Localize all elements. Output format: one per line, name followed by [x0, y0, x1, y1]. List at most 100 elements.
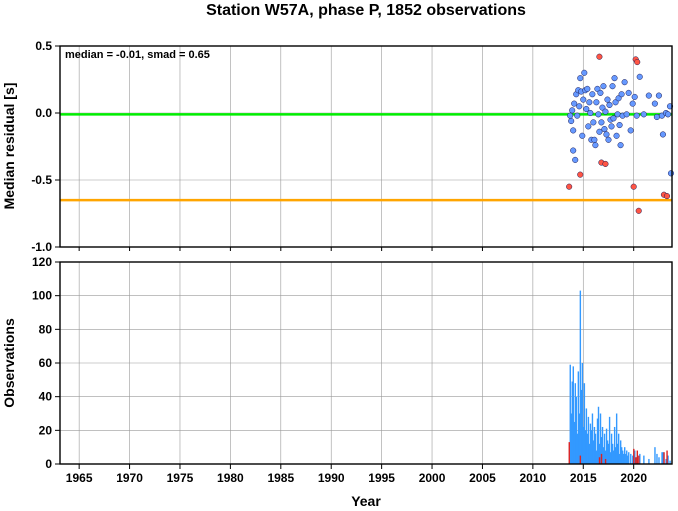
scatter-point — [645, 92, 652, 99]
bottom-y-tick-label: 20 — [39, 423, 53, 437]
scatter-point — [663, 193, 671, 200]
scatter-point — [596, 128, 603, 135]
bottom-y-axis-label: Observations — [1, 318, 17, 408]
histogram-bar — [598, 443, 601, 464]
histogram-bar — [590, 430, 593, 464]
x-tick-label: 1970 — [116, 471, 143, 485]
histogram-bar — [594, 433, 597, 464]
scatter-point — [630, 183, 637, 190]
histogram-bar — [627, 455, 629, 464]
scatter-point — [595, 111, 602, 118]
histogram-bar — [600, 453, 603, 464]
x-tick-label: 1985 — [267, 471, 294, 485]
histogram-bar — [570, 413, 572, 464]
histogram-bar — [639, 453, 641, 464]
scatter-point — [602, 160, 609, 167]
scatter-point — [570, 147, 577, 154]
top-annotation: median = -0.01, smad = 0.65 — [65, 49, 210, 61]
top-panel-frame — [59, 45, 673, 248]
chart-title: Station W57A, phase P, 1852 observations — [206, 2, 526, 19]
histogram-bar — [569, 364, 571, 464]
scatter-point — [623, 111, 630, 118]
histogram-bar — [584, 430, 587, 464]
x-tick-label: 2020 — [620, 471, 647, 485]
x-tick-label: 1990 — [318, 471, 345, 485]
x-tick-label: 2005 — [469, 471, 496, 485]
scatter-point — [577, 171, 584, 178]
histogram-bar — [661, 452, 663, 464]
bottom-y-tick-label: 60 — [39, 356, 53, 370]
scatter-point — [571, 100, 578, 107]
scatter-point — [615, 95, 622, 102]
histogram-bar — [630, 453, 632, 464]
scatter-point — [570, 127, 577, 134]
x-tick-label: 2015 — [570, 471, 597, 485]
scatter-point — [600, 83, 607, 90]
scatter-point — [655, 92, 662, 99]
histogram-bar — [579, 290, 582, 464]
histogram-bar — [636, 450, 639, 464]
histogram-bar — [591, 413, 594, 464]
scatter-point — [616, 122, 623, 129]
scatter-point — [566, 183, 573, 190]
scatter-point — [611, 75, 618, 82]
bottom-y-tick-label: 100 — [32, 289, 52, 303]
histogram-bar — [648, 458, 650, 464]
histogram-bar — [610, 433, 613, 464]
histogram-bar — [626, 450, 628, 464]
histogram-bar — [588, 443, 591, 464]
histogram-bar — [599, 413, 602, 464]
scatter-point — [608, 123, 615, 130]
scatter-point — [640, 111, 647, 118]
histogram-bar — [579, 455, 582, 464]
scatter-point — [603, 131, 610, 138]
scatter-point — [627, 127, 634, 134]
histogram-bar — [634, 450, 636, 464]
histogram-bar — [573, 421, 576, 464]
scatter-point — [599, 104, 606, 111]
scatter-point — [614, 111, 621, 118]
histogram-bar — [597, 406, 600, 464]
bottom-y-tick-label: 40 — [39, 390, 53, 404]
scatter-point — [634, 59, 641, 66]
scatter-point — [625, 89, 632, 96]
histogram-bar — [586, 433, 589, 464]
histogram-bar — [602, 447, 605, 464]
histogram-bar — [604, 450, 607, 464]
histogram-bar — [595, 450, 598, 464]
x-tick-label: 1965 — [66, 471, 93, 485]
histogram-bar — [605, 428, 608, 464]
scatter-point — [591, 136, 598, 143]
scatter-point — [659, 131, 666, 138]
histogram-bar — [662, 452, 664, 464]
histogram-bar — [669, 460, 671, 464]
top-y-tick-label: -1.0 — [31, 240, 52, 254]
scatter-point — [606, 101, 613, 109]
bottom-y-tick-label: 0 — [45, 457, 52, 471]
histogram-bar — [568, 442, 570, 464]
scatter-point — [594, 85, 601, 92]
histogram-bar — [585, 408, 588, 464]
histogram-bar — [615, 413, 618, 464]
histogram-bar — [593, 426, 596, 464]
scatter-point — [651, 100, 658, 107]
scatter-point — [602, 108, 609, 115]
histogram-bar — [667, 455, 669, 464]
histogram-bar — [601, 426, 604, 464]
x-tick-label: 2000 — [419, 471, 446, 485]
histogram-bar — [589, 423, 592, 464]
scatter-point — [635, 207, 642, 214]
histogram-bar — [572, 366, 574, 464]
histogram-bar — [600, 437, 603, 464]
scatter-point — [583, 105, 590, 113]
scatter-point — [567, 112, 574, 119]
histogram-bar — [603, 433, 606, 464]
scatter-point — [587, 109, 594, 117]
histogram-bar — [666, 450, 668, 464]
scatter-point — [576, 103, 583, 110]
scatter-point — [609, 83, 616, 90]
scatter-point — [597, 89, 604, 96]
scatter-point — [667, 170, 675, 177]
scatter-point — [612, 99, 619, 106]
